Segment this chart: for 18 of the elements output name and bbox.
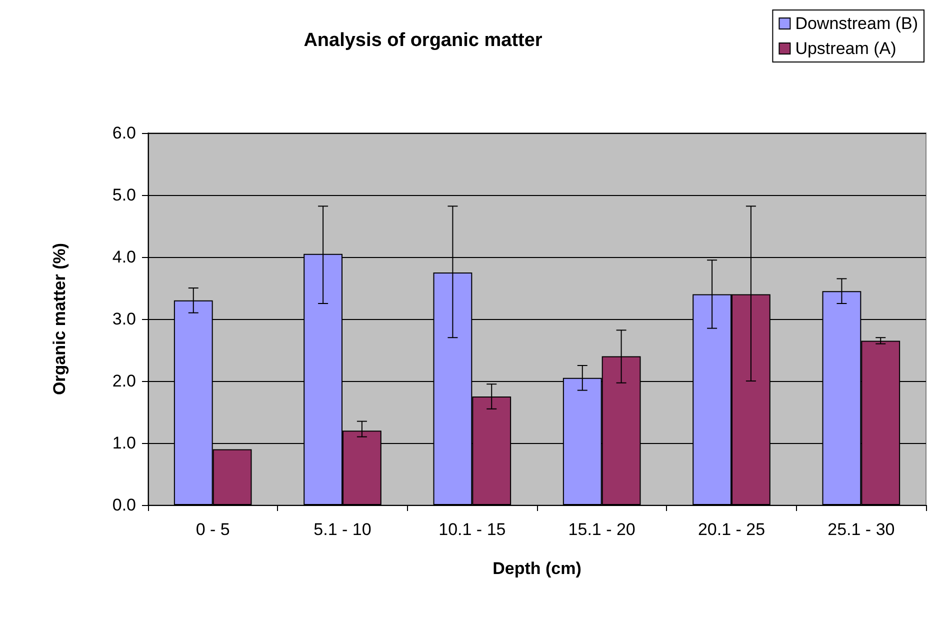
y-tick-label: 6.0 xyxy=(112,124,136,142)
legend-label: Upstream (A) xyxy=(795,39,896,58)
x-tick-label: 25.1 - 30 xyxy=(828,520,895,539)
x-tick-label: 15.1 - 20 xyxy=(568,520,636,539)
y-tick-label: 1.0 xyxy=(112,434,136,452)
chart-title: Analysis of organic matter xyxy=(304,30,543,51)
x-tick-label: 0 - 5 xyxy=(196,520,230,539)
x-tick-label: 20.1 - 25 xyxy=(698,520,766,539)
y-tick-label: 0.0 xyxy=(112,496,136,514)
y-tick-label: 5.0 xyxy=(112,186,136,204)
y-axis-title: Organic matter (%) xyxy=(50,242,69,396)
x-tick-label: 5.1 - 10 xyxy=(314,520,372,539)
y-tick-label: 2.0 xyxy=(112,372,136,390)
x-axis-title: Depth (cm) xyxy=(492,559,582,578)
x-tick-label: 10.1 - 15 xyxy=(438,520,506,539)
y-tick-label: 4.0 xyxy=(112,248,136,266)
legend-label: Downstream (B) xyxy=(795,14,918,33)
y-tick-label: 3.0 xyxy=(112,310,136,328)
